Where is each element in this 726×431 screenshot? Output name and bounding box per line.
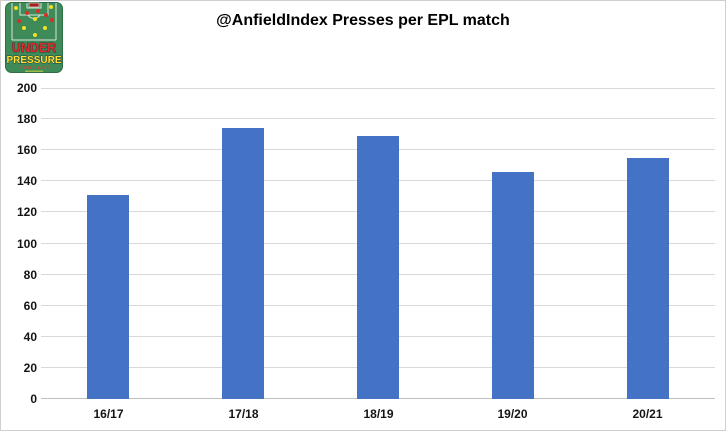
gridline <box>41 118 715 119</box>
gridline <box>41 88 715 89</box>
y-tick-label: 140 <box>16 174 37 188</box>
red-player-dots <box>17 9 54 23</box>
logo-text-under: UNDER <box>12 41 56 55</box>
x-tick-label: 16/17 <box>93 407 124 421</box>
logo-text-podcast: PODCAST <box>19 65 51 70</box>
bar-17/18 <box>222 128 264 399</box>
yellow-player-dots <box>14 5 53 37</box>
plot-area: 16/17 17/18 18/19 19/20 20/21 <box>41 88 715 421</box>
football-pitch-icon: UNDER PRESSURE PODCAST <box>5 2 63 73</box>
y-tick-label: 60 <box>23 299 37 313</box>
bar-19/20 <box>492 172 534 399</box>
logo-url-line <box>25 70 43 72</box>
y-tick-label: 120 <box>16 205 37 219</box>
goal-icon <box>28 2 40 8</box>
under-pressure-logo: UNDER PRESSURE PODCAST <box>5 2 63 78</box>
chart-title: @AnfieldIndex Presses per EPL match <box>216 12 510 29</box>
y-tick-label: 80 <box>23 268 37 282</box>
x-tick-label: 19/20 <box>497 407 528 421</box>
bar-16/17 <box>87 195 129 399</box>
y-tick-label: 100 <box>16 237 37 251</box>
y-tick-label: 160 <box>16 143 37 157</box>
y-tick-label: 0 <box>30 392 37 406</box>
y-tick-label: 40 <box>23 330 37 344</box>
y-tick-label: 180 <box>16 112 37 126</box>
x-tick-label: 18/19 <box>363 407 394 421</box>
logo-text-pressure: PRESSURE <box>6 55 61 66</box>
bar-20/21 <box>627 158 669 399</box>
y-tick-label: 200 <box>16 81 37 95</box>
y-tick-label: 20 <box>23 361 37 375</box>
bar-18/19 <box>357 136 399 399</box>
x-tick-label: 20/21 <box>632 407 663 421</box>
x-tick-label: 17/18 <box>228 407 259 421</box>
